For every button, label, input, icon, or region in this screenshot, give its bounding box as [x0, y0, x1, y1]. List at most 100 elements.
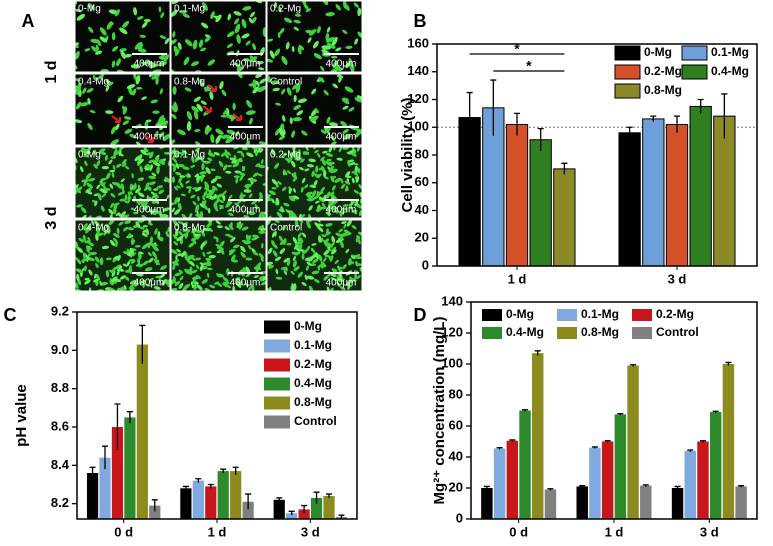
cell [356, 263, 362, 266]
cell [172, 220, 179, 227]
cell [105, 187, 111, 191]
cell [199, 211, 204, 218]
cell [330, 273, 337, 277]
cell [342, 105, 349, 110]
cell [137, 184, 141, 190]
cell [301, 1, 307, 6]
cell [76, 246, 84, 253]
cell [171, 207, 175, 213]
scale-label: 400μm [326, 278, 357, 289]
error-bar [490, 79, 497, 136]
cell [182, 166, 190, 170]
cell [156, 166, 160, 175]
cell [309, 115, 319, 122]
cell [133, 7, 138, 16]
cell [357, 167, 361, 174]
cell [160, 265, 167, 271]
cell [122, 20, 130, 28]
cell [92, 74, 97, 81]
cell [83, 223, 88, 229]
cell [316, 26, 321, 34]
cell [192, 187, 199, 190]
tile-label: 0.2-Mg [270, 4, 301, 15]
cell [117, 265, 123, 272]
cell [155, 77, 159, 85]
cell [306, 194, 314, 200]
cell [333, 200, 338, 205]
cell [76, 204, 83, 208]
cell [241, 18, 247, 29]
cell [328, 122, 338, 127]
cell [353, 189, 359, 194]
micrograph: Control 400μm [267, 74, 362, 145]
cell [84, 279, 91, 285]
cell [178, 282, 184, 290]
cell [180, 193, 186, 197]
cell [173, 186, 178, 191]
cell [193, 235, 199, 241]
cell [257, 164, 266, 169]
scale-label: 400μm [134, 59, 165, 70]
cell [274, 162, 280, 169]
cell [354, 200, 359, 207]
micrograph: Control 400μm [267, 220, 362, 291]
cell [213, 151, 220, 156]
cell [245, 234, 250, 242]
cell [261, 243, 264, 249]
tile-label: 0.4-Mg [78, 223, 109, 234]
cell [172, 154, 176, 160]
y-tick-label: 8.8 [51, 380, 69, 395]
cell [256, 61, 264, 65]
cell [154, 228, 158, 235]
cell [267, 193, 272, 197]
cell [80, 207, 87, 214]
error-bar [313, 491, 320, 504]
cell [312, 258, 319, 264]
bar [310, 497, 323, 519]
error-bar [276, 497, 283, 502]
scale-label: 400μm [134, 205, 165, 216]
cell [348, 57, 353, 66]
cell [127, 233, 131, 239]
cell [283, 17, 293, 23]
arrow [207, 84, 218, 93]
cell [232, 162, 240, 168]
cell [226, 114, 236, 120]
cell [81, 258, 88, 263]
cell [249, 55, 257, 62]
error-bar [182, 485, 189, 491]
cell [330, 249, 337, 255]
cell [207, 193, 211, 199]
cell [278, 6, 282, 13]
cell [89, 110, 96, 114]
cell [240, 245, 246, 253]
legend-swatch [482, 327, 502, 339]
cell [112, 164, 116, 171]
cell [97, 74, 105, 80]
cell [357, 231, 362, 237]
bar [99, 457, 111, 519]
cell [203, 227, 211, 232]
cell [131, 252, 137, 256]
cell [75, 101, 82, 110]
cell [159, 35, 167, 40]
cell [111, 60, 116, 68]
cell [193, 96, 201, 102]
cell [184, 87, 192, 92]
cell [177, 221, 183, 224]
cell [267, 58, 274, 63]
cell [109, 169, 116, 173]
cell [119, 27, 128, 35]
cell [145, 184, 152, 191]
cell [294, 243, 302, 250]
cell [195, 205, 200, 213]
legend-label: 0.2-Mg [294, 357, 332, 371]
cell [255, 264, 260, 273]
cell [148, 257, 154, 263]
cell [137, 158, 144, 165]
micrograph: 0-Mg 400μm [75, 147, 170, 218]
cell [306, 261, 312, 266]
legend-swatch [264, 320, 290, 334]
cell [225, 170, 232, 174]
legend-label: 0.1-Mg [581, 307, 619, 321]
